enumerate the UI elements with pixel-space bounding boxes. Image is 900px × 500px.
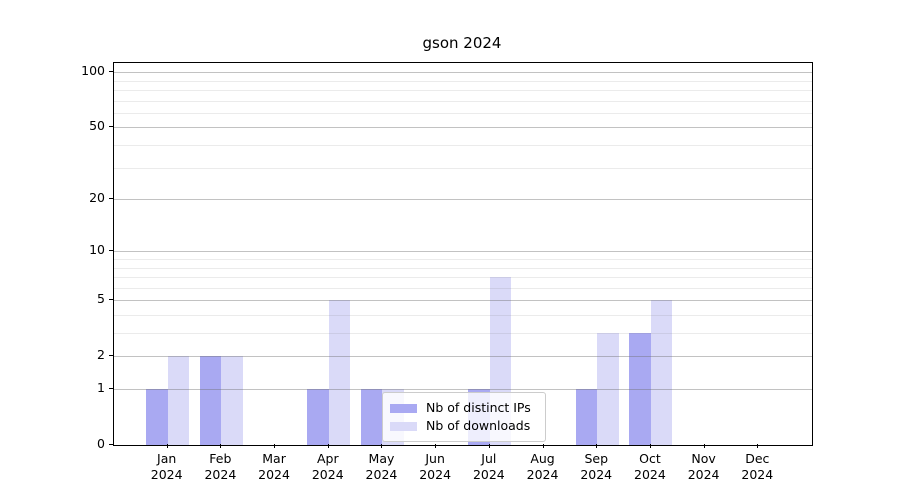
x-tick: [596, 444, 598, 448]
x-tick-label-jun: Jun 2024: [419, 451, 452, 482]
legend-item-downloads: Nb of downloads: [383, 419, 545, 433]
minor-gridline: [114, 277, 812, 279]
x-tick-label-apr: Apr 2024: [311, 451, 344, 482]
bar-downloads-sep: [597, 333, 619, 445]
x-tick: [488, 444, 490, 448]
x-tick-label-nov: Nov 2024: [687, 451, 720, 482]
x-tick-label-feb: Feb 2024: [204, 451, 237, 482]
y-tick-label: 50: [89, 118, 105, 134]
legend-label-downloads: Nb of downloads: [426, 418, 531, 433]
minor-gridline: [114, 287, 812, 289]
minor-gridline: [114, 80, 812, 82]
x-tick-label-mar: Mar 2024: [258, 451, 290, 482]
x-tick-label-jan: Jan 2024: [150, 451, 183, 482]
bar-distinct-ips-sep: [575, 389, 598, 445]
major-gridline: [114, 300, 812, 302]
legend-swatch-downloads: [390, 421, 417, 431]
x-tick: [166, 444, 168, 448]
x-tick: [274, 444, 276, 448]
y-tick-label: 10: [89, 242, 105, 258]
minor-gridline: [114, 333, 812, 335]
bar-distinct-ips-jan: [146, 389, 168, 445]
x-tick: [649, 444, 651, 448]
x-tick: [703, 444, 705, 448]
x-tick-label-aug: Aug 2024: [526, 451, 559, 482]
major-gridline: [114, 72, 812, 74]
y-tick-label: 0: [97, 436, 105, 451]
minor-gridline: [114, 112, 812, 114]
bar-downloads-oct: [650, 300, 673, 445]
y-tick: [109, 444, 113, 445]
y-tick-label: 100: [81, 63, 105, 79]
y-tick-label: 20: [89, 190, 105, 206]
x-tick-label-sep: Sep 2024: [580, 451, 613, 482]
x-tick: [757, 444, 759, 448]
y-tick-label: 1: [97, 380, 105, 395]
x-tick: [381, 444, 383, 448]
minor-gridline: [114, 100, 812, 102]
minor-gridline: [114, 267, 812, 269]
x-tick-label-dec: Dec 2024: [741, 451, 774, 482]
major-gridline: [114, 127, 812, 129]
legend: Nb of distinct IPs Nb of downloads: [382, 392, 546, 442]
plot-area: Nb of distinct IPs Nb of downloads: [113, 62, 813, 446]
y-tick: [109, 299, 113, 301]
y-tick: [109, 355, 113, 357]
bar-distinct-ips-may: [360, 389, 383, 445]
bar-downloads-apr: [328, 300, 351, 445]
x-tick-label-may: May 2024: [365, 451, 398, 482]
y-tick: [109, 388, 113, 389]
minor-gridline: [114, 259, 812, 260]
y-tick: [109, 126, 113, 128]
y-tick-label: 5: [97, 291, 105, 307]
bar-distinct-ips-apr: [307, 389, 329, 445]
y-tick: [109, 198, 113, 200]
x-tick-label-oct: Oct 2024: [634, 451, 666, 482]
x-tick: [542, 444, 544, 448]
y-tick: [109, 250, 113, 252]
minor-gridline: [114, 145, 812, 147]
major-gridline: [114, 356, 812, 358]
x-tick: [327, 444, 329, 448]
minor-gridline: [114, 90, 812, 92]
legend-swatch-distinct-ips: [390, 403, 417, 413]
x-tick: [435, 444, 437, 448]
major-gridline: [114, 389, 812, 390]
minor-gridline: [114, 167, 812, 169]
x-tick: [220, 444, 222, 448]
x-tick-label-jul: Jul 2024: [472, 451, 505, 482]
chart-title: gson 2024: [422, 34, 502, 52]
bar-downloads-jan: [167, 356, 190, 445]
bar-distinct-ips-oct: [629, 333, 651, 445]
major-gridline: [114, 199, 812, 201]
legend-item-distinct-ips: Nb of distinct IPs: [383, 401, 545, 415]
y-tick-label: 2: [97, 347, 105, 363]
major-gridline: [114, 251, 812, 253]
bar-distinct-ips-feb: [199, 356, 222, 445]
bar-downloads-feb: [221, 356, 243, 445]
y-tick: [109, 71, 113, 73]
legend-label-distinct-ips: Nb of distinct IPs: [426, 400, 531, 415]
minor-gridline: [114, 314, 812, 316]
